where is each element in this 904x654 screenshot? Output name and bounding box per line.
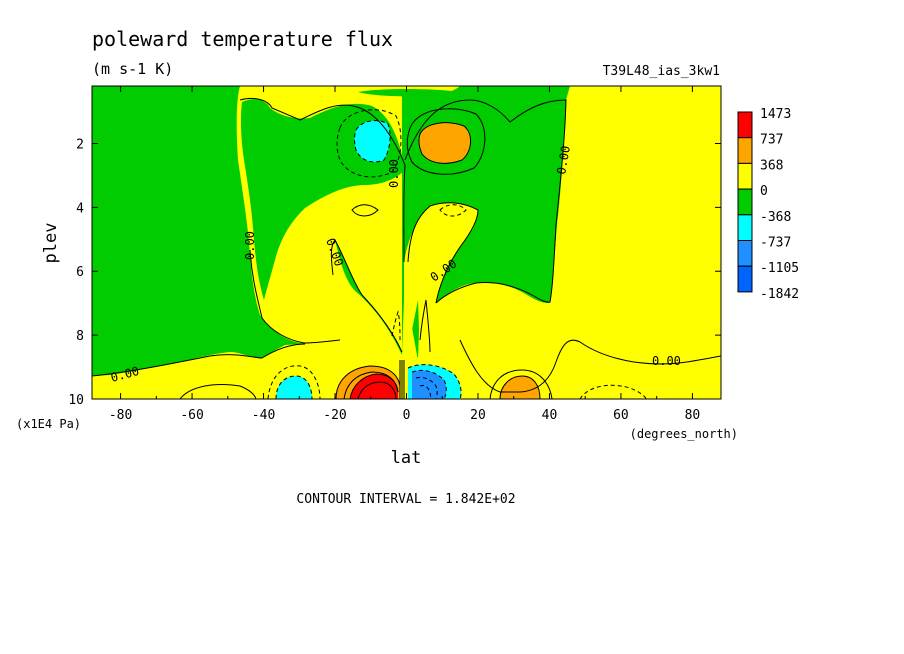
- region-negative-737-lower-left: [276, 376, 312, 399]
- y-axis: 2 4 6 8 10: [68, 137, 721, 408]
- contour-label: 0.00: [554, 145, 573, 176]
- colorbar-swatch: [737, 137, 753, 164]
- colorbar-label: 737: [760, 133, 783, 148]
- x-tick-label: 0: [403, 408, 411, 423]
- region-negative-1105-lower-right: [412, 370, 447, 399]
- contour-label: 0.00: [243, 231, 257, 260]
- run-label: T39L48_ias_3kw1: [603, 64, 720, 79]
- x-tick-label: -20: [323, 408, 346, 423]
- units-label: (m s-1 K): [92, 60, 173, 78]
- y-tick-label: 2: [76, 137, 84, 152]
- region-positive-737-right: [500, 376, 540, 399]
- region-yellow-bottom-mid-right: [560, 373, 721, 399]
- colorbar-label: -368: [760, 210, 791, 225]
- region-negative-737-upper: [354, 120, 391, 162]
- contour-label: 0.00: [387, 159, 401, 188]
- colorbar-swatch: [737, 214, 753, 242]
- x-tick-label: 60: [613, 408, 629, 423]
- colorbar-label: 1473: [760, 107, 791, 122]
- x-axis: -80 -60 -40 -20 0 20 40 60 80: [109, 86, 700, 423]
- y-axis-label: plev: [41, 223, 61, 264]
- region-yellow-right-pillar: [404, 86, 721, 392]
- region-positive-1473-lower-left: [350, 374, 398, 399]
- colorbar-label: -1842: [760, 287, 799, 302]
- contour-lines: [92, 97, 721, 399]
- y-tick-label: 4: [76, 201, 84, 216]
- y-axis-units: (x1E4 Pa): [16, 417, 81, 431]
- colorbar-swatch: [737, 240, 753, 267]
- colorbar-label: -1105: [760, 261, 799, 276]
- colorbar-swatch: [737, 265, 753, 293]
- x-tick-label: -40: [252, 408, 275, 423]
- x-tick-label: 20: [470, 408, 486, 423]
- region-negative-top-lens: [358, 89, 462, 97]
- y-tick-label: 6: [76, 265, 84, 280]
- x-axis-units: (degrees_north): [630, 427, 738, 441]
- colorbar: 1473 737 368 0 -368 -737 -1105 -1842: [737, 107, 799, 302]
- x-tick-label: -80: [109, 408, 132, 423]
- contour-label: 0.00: [652, 354, 681, 368]
- chart-title: poleward temperature flux: [92, 27, 393, 51]
- colorbar-swatch: [737, 111, 753, 139]
- colorbar-label: 368: [760, 158, 783, 173]
- colorbar-label: -737: [760, 236, 791, 251]
- region-yellow-bottom-mid-left: [92, 370, 300, 399]
- plot-area: [92, 86, 721, 399]
- region-positive-737-upper: [418, 122, 471, 164]
- colorbar-swatch: [737, 162, 753, 190]
- x-axis-label: lat: [391, 448, 422, 468]
- x-tick-label: 80: [685, 408, 701, 423]
- y-tick-label: 8: [76, 329, 84, 344]
- colorbar-swatch: [737, 188, 753, 216]
- x-tick-label: -60: [180, 408, 203, 423]
- colorbar-label: 0: [760, 184, 768, 199]
- x-tick-label: 40: [542, 408, 558, 423]
- contour-interval: CONTOUR INTERVAL = 1.842E+02: [296, 492, 515, 507]
- y-tick-label: 10: [68, 393, 84, 408]
